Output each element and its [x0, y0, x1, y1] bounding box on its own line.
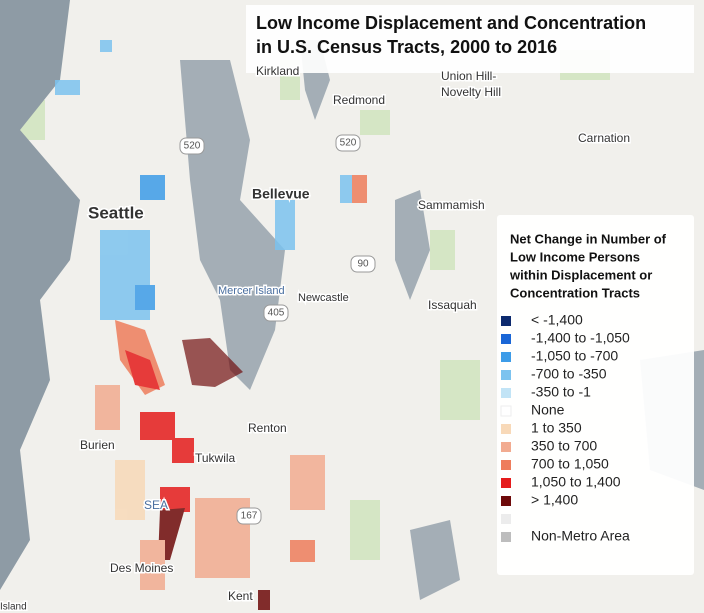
place-label: Des Moines	[110, 561, 173, 575]
shield-label: 90	[357, 259, 369, 270]
legend-swatch	[501, 316, 511, 326]
legend-label: 700 to 1,050	[531, 456, 609, 472]
legend-label: -1,400 to -1,050	[531, 330, 630, 346]
legend-swatch	[500, 405, 512, 417]
place-label: Novelty Hill	[441, 85, 501, 99]
legend-swatch	[501, 460, 511, 470]
legend-label: 1,050 to 1,400	[531, 474, 621, 490]
legend-swatch	[501, 532, 511, 542]
tracts	[55, 40, 367, 610]
title: in U.S. Census Tracts, 2000 to 2016	[256, 37, 557, 57]
road-shields: 520 520 90 405 167	[179, 134, 376, 525]
legend-label: -700 to -350	[531, 366, 607, 382]
place-label: Tukwila	[195, 451, 236, 465]
legend-swatch	[501, 334, 511, 344]
place-label: Bellevue	[252, 186, 310, 202]
legend-label: Non-Metro Area	[531, 528, 630, 544]
place-label: Union Hill-	[441, 69, 496, 83]
legend-label: -1,050 to -700	[531, 348, 618, 364]
legend-swatch	[501, 352, 511, 362]
legend-swatch	[501, 370, 511, 380]
legend-swatch	[501, 496, 511, 506]
legend-title: Net Change in Number of	[510, 231, 667, 246]
title-box	[246, 5, 694, 73]
legend-swatch	[501, 514, 511, 524]
place-label: Issaquah	[428, 298, 477, 312]
place-labels: Kirkland Redmond Union Hill- Novelty Hill Ca…	[0, 63, 632, 613]
legend-swatch	[501, 442, 511, 452]
place-label: Mercer Island	[218, 285, 285, 297]
shield	[236, 507, 262, 525]
legend-title: Concentration Tracts	[510, 285, 640, 300]
shield-label: 167	[241, 511, 258, 522]
place-label: Carnation	[578, 131, 630, 145]
place-label: Redmond	[333, 93, 385, 107]
legend-label: 1 to 350	[531, 420, 582, 436]
legend-label: -350 to -1	[531, 384, 591, 400]
shield	[179, 137, 205, 155]
shield-label: 520	[184, 141, 201, 152]
place-label: Kent	[228, 589, 253, 603]
place-label: Seattle	[88, 203, 144, 222]
legend: Net Change in Number of Low Income Person…	[500, 231, 667, 544]
shield	[350, 255, 376, 273]
shield-label: 405	[268, 308, 285, 319]
place-label: Kirkland	[256, 64, 299, 78]
shield-label: 520	[340, 138, 357, 149]
shield	[263, 304, 289, 322]
place-label: Renton	[248, 421, 287, 435]
place-label: Island	[0, 602, 27, 613]
legend-box	[497, 215, 694, 575]
legend-label: 350 to 700	[531, 438, 597, 454]
place-label: Burien	[80, 438, 115, 452]
title: Low Income Displacement and Concentratio…	[256, 13, 646, 33]
legend-title: Low Income Persons	[510, 249, 640, 264]
shield	[335, 134, 361, 152]
legend-title: within Displacement or	[509, 267, 652, 282]
legend-label: None	[531, 402, 565, 418]
legend-swatch	[501, 388, 511, 398]
place-label: Newcastle	[298, 292, 349, 304]
legend-swatch	[501, 478, 511, 488]
legend-swatch	[501, 424, 511, 434]
place-label: SEA	[144, 498, 168, 512]
legend-label: < -1,400	[531, 312, 583, 328]
place-label: Sammamish	[418, 198, 485, 212]
legend-label: > 1,400	[531, 492, 578, 508]
